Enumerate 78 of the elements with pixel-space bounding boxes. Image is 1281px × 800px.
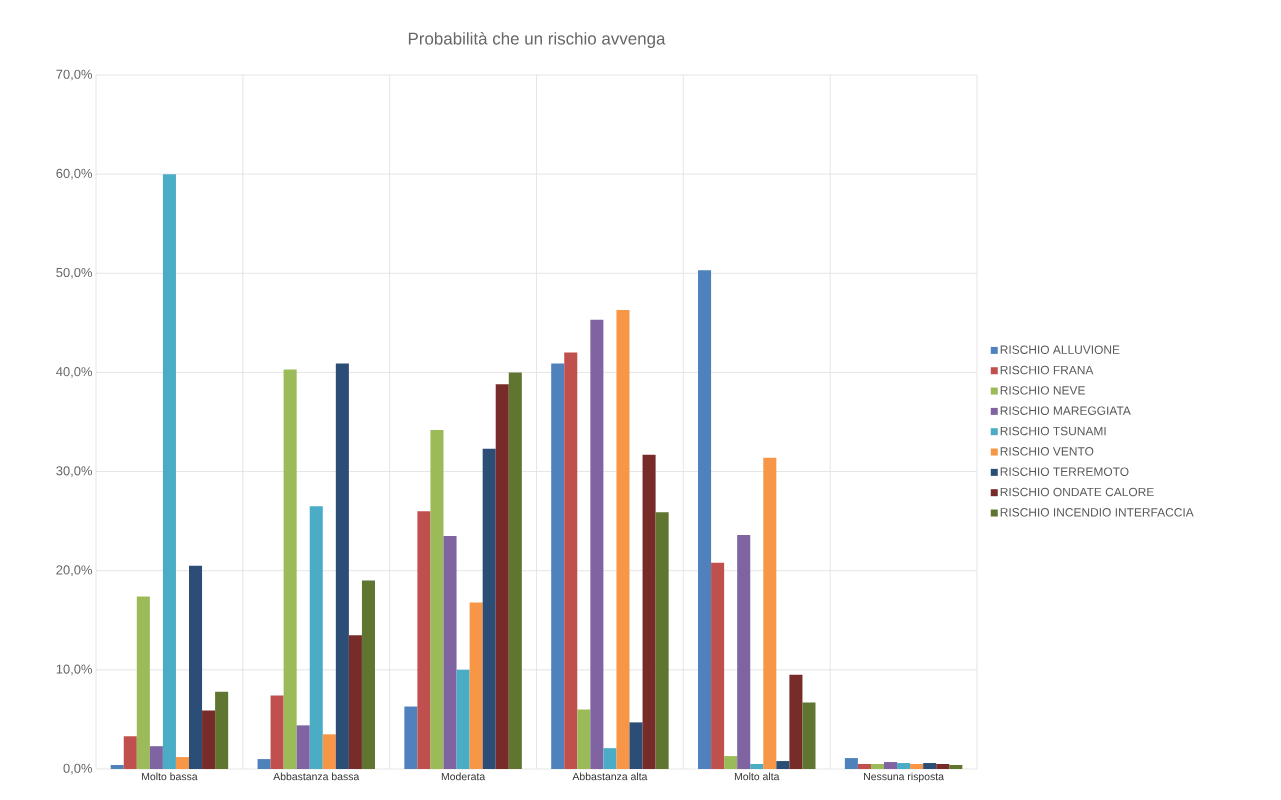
bar: [642, 454, 656, 769]
bar: [910, 764, 924, 769]
x-tick-label: Moderata: [441, 772, 486, 781]
y-tick-label: 0,0%: [63, 763, 93, 775]
y-tick-label: 70,0%: [56, 69, 93, 81]
bar: [175, 757, 189, 769]
legend-label: RISCHIO TERREMOTO: [1000, 467, 1129, 476]
bar: [655, 512, 669, 769]
legend-label: RISCHIO TSUNAMI: [1000, 426, 1106, 436]
y-tick-label: 60,0%: [56, 168, 93, 180]
bar: [936, 764, 950, 769]
bar: [189, 565, 203, 769]
x-tick-label: Nessuna risposta: [864, 772, 944, 783]
bar: [348, 635, 362, 769]
bar: [443, 536, 457, 769]
bar: [430, 429, 444, 769]
legend-label: RISCHIO FRANA: [1000, 365, 1094, 375]
y-tick-label: 50,0%: [56, 267, 93, 279]
bar: [335, 363, 349, 769]
legend-label: RISCHIO ALLUVIONE: [1000, 345, 1120, 354]
bar: [215, 691, 229, 769]
legend-label: RISCHIO NEVE: [1000, 386, 1085, 395]
chart-title: Probabilità che un rischio avvenga: [408, 32, 666, 48]
bar: [616, 309, 630, 769]
legend-label: RISCHIO MAREGGIATA: [1000, 406, 1131, 415]
bar: [296, 725, 310, 769]
bar: [857, 764, 871, 769]
bar: [309, 506, 323, 769]
y-tick-label: 10,0%: [56, 664, 93, 676]
bar: [870, 764, 885, 769]
bar: [270, 695, 284, 769]
bar: [283, 369, 297, 769]
bar: [404, 706, 418, 769]
bar: [564, 352, 578, 769]
bar: [884, 762, 898, 769]
bar: [949, 765, 963, 769]
x-tick-label: Abbastanza alta: [572, 772, 648, 781]
bar: [711, 562, 725, 769]
bar: [737, 535, 751, 769]
bar: [202, 710, 216, 769]
legend-label: RISCHIO INCENDIO INTERFACCIA: [1000, 508, 1194, 517]
bar: [361, 580, 375, 769]
bar: [603, 748, 617, 769]
y-tick-label: 20,0%: [56, 565, 93, 577]
bar: [123, 736, 137, 769]
bar: [162, 174, 176, 769]
bar: [417, 511, 431, 769]
bar: [750, 764, 764, 769]
legend-label: RISCHIO VENTO: [1000, 447, 1094, 456]
bar: [257, 759, 271, 769]
bar: [590, 319, 604, 769]
x-tick-label: Molto bassa: [142, 772, 198, 781]
bar: [698, 270, 712, 769]
legend-label: RISCHIO ONDATE CALORE: [1000, 487, 1154, 497]
bar: [551, 363, 565, 769]
bar: [110, 765, 124, 769]
bar: [844, 758, 858, 769]
bar: [923, 763, 937, 769]
bar: [469, 602, 483, 769]
bar: [149, 746, 163, 769]
x-tick-label: Abbastanza bassa: [273, 772, 360, 781]
bar: [724, 756, 738, 769]
bar: [629, 722, 643, 769]
y-tick-label: 30,0%: [56, 466, 93, 477]
bar: [456, 669, 470, 769]
bar: [508, 372, 522, 769]
bar: [763, 457, 777, 769]
bar: [482, 448, 496, 769]
bar: [495, 384, 509, 769]
bar: [322, 734, 336, 769]
bar: [776, 761, 790, 769]
bar: [897, 763, 911, 769]
bar: [802, 702, 816, 769]
bar: [136, 596, 150, 769]
x-tick-label: Molto alta: [734, 772, 780, 781]
bar: [577, 709, 591, 769]
y-tick-label: 40,0%: [56, 367, 93, 378]
bar: [789, 674, 803, 769]
